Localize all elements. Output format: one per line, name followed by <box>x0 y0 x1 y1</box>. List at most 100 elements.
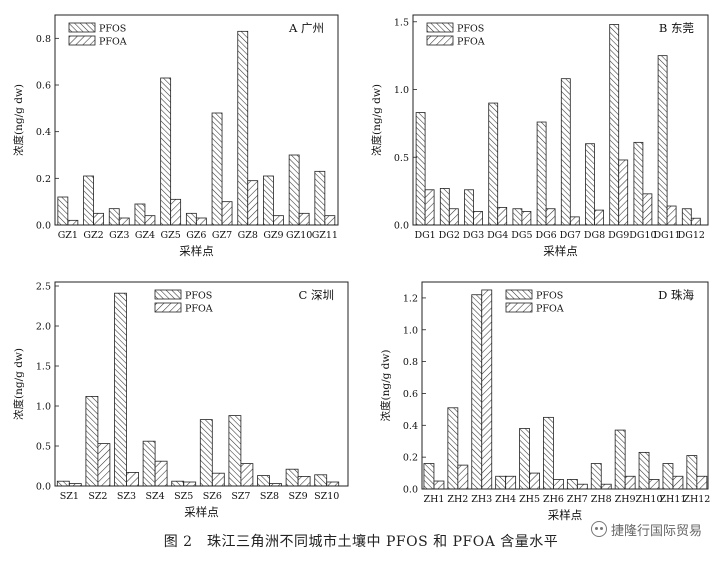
legend-label-b-pfoa: PFOA <box>457 37 485 48</box>
bar-a-pfoa-gz9 <box>273 215 284 226</box>
xtick-label-d-zh7: ZH7 <box>567 494 588 505</box>
bar-a-pfoa-gz1 <box>67 219 79 226</box>
ytick-label-c-3: 1.5 <box>36 362 51 373</box>
bar-d-pfoa-zh5 <box>529 472 540 490</box>
bar-c-pfoa-sz4 <box>154 460 168 487</box>
bar-a-pfoa-gz3 <box>118 217 130 226</box>
legend-label-d-pfos: PFOS <box>536 291 563 302</box>
ytick-label-a-2: 0.4 <box>36 127 51 138</box>
xtick-label-b-dg8: DG8 <box>584 230 605 241</box>
bar-b-pfos-dg2 <box>439 188 450 226</box>
xtick-label-c-sz10: SZ10 <box>314 491 339 502</box>
bar-c-pfos-sz2 <box>85 395 99 487</box>
xtick-label-a-gz6: GZ6 <box>186 230 206 241</box>
bar-c-pfos-sz10 <box>314 474 328 487</box>
bar-c-pfos-sz1 <box>56 480 70 487</box>
bar-a-pfoa-gz5 <box>170 198 182 226</box>
legend-swatch-a-pfoa <box>68 35 96 46</box>
bar-a-pfoa-gz4 <box>144 215 156 226</box>
legend-a: PFOS PFOA <box>68 22 127 48</box>
xtick-label-d-zh3: ZH3 <box>471 494 492 505</box>
xtick-label-b-dg10: DG10 <box>629 230 656 241</box>
bar-d-pfos-zh6 <box>543 416 554 490</box>
panel-title-d: D 珠海 <box>658 288 694 302</box>
legend-swatch-d-pfos <box>505 289 533 300</box>
xtick-label-b-dg2: DG2 <box>439 230 460 241</box>
bar-a-pfos-gz2 <box>83 175 94 226</box>
chart-panel-a: GZ1 GZ2 GZ3 GZ4 GZ5 GZ6 GZ7 GZ8 GZ9 GZ10 GZ11 0.0 0.… <box>12 14 339 258</box>
ytick-label-d-4: 0.8 <box>403 357 418 368</box>
bar-c-pfoa-sz5 <box>183 481 197 487</box>
ytick-label-d-5: 1.0 <box>403 325 418 336</box>
ytick-label-d-0: 0.0 <box>403 485 418 496</box>
bar-a-pfos-gz9 <box>263 175 274 226</box>
legend-label-d-pfoa: PFOA <box>536 304 564 315</box>
xtick-label-b-dg7: DG7 <box>560 230 581 241</box>
chart-panel-c: SZ1 SZ2 SZ3 SZ4 SZ5 SZ6 SZ7 SZ8 SZ9 SZ10 0.0 0.5 1.0… <box>12 281 349 519</box>
xtick-label-a-gz9: GZ9 <box>263 230 283 241</box>
bar-b-pfoa-dg10 <box>642 193 653 226</box>
xtick-label-a-gz5: GZ5 <box>161 230 181 241</box>
plot-frame-c <box>54 281 349 487</box>
ytick-label-d-6: 1.2 <box>403 293 418 304</box>
xtick-label-a-gz11: GZ11 <box>312 230 338 241</box>
xtick-label-d-zh2: ZH2 <box>447 494 468 505</box>
legend-label-b-pfos: PFOS <box>457 24 484 35</box>
bar-d-pfos-zh2 <box>447 407 459 490</box>
bar-d-pfoa-zh10 <box>648 479 660 490</box>
xtick-label-d-zh6: ZH6 <box>543 494 564 505</box>
legend-label-c-pfoa: PFOA <box>185 304 213 315</box>
bar-a-pfos-gz10 <box>288 154 300 226</box>
xtick-label-b-dg9: DG9 <box>608 230 629 241</box>
bar-d-pfoa-zh1 <box>433 480 445 490</box>
bar-d-pfoa-zh12 <box>696 475 708 490</box>
legend-b: PFOS PFOA <box>426 22 485 48</box>
xlabel-d: 采样点 <box>548 508 583 522</box>
bar-c-pfos-sz8 <box>257 475 270 487</box>
ytick-label-a-1: 0.2 <box>36 174 51 185</box>
bar-c-pfoa-sz6 <box>211 472 225 487</box>
plot-frame-b <box>412 14 709 226</box>
bar-a-pfos-gz11 <box>314 170 326 226</box>
xtick-label-d-zh1: ZH1 <box>423 494 444 505</box>
bar-d-pfos-zh5 <box>519 428 530 490</box>
bar-d-pfoa-zh8 <box>600 483 612 490</box>
bar-a-pfos-gz7 <box>211 112 223 226</box>
xtick-label-c-sz9: SZ9 <box>289 491 308 502</box>
bar-b-pfos-dg8 <box>585 143 595 226</box>
bar-c-pfos-sz6 <box>199 419 213 487</box>
bar-b-pfoa-dg5 <box>521 211 532 226</box>
legend-swatch-b-pfoa <box>426 35 454 46</box>
xtick-label-b-dg12: DG12 <box>678 230 705 241</box>
bar-b-pfos-dg3 <box>464 189 474 226</box>
bar-b-pfos-dg12 <box>681 208 692 226</box>
bar-c-pfoa-sz2 <box>97 443 111 487</box>
bar-c-pfoa-sz7 <box>240 463 254 487</box>
xtick-label-c-sz5: SZ5 <box>174 491 193 502</box>
bar-d-pfoa-zh6 <box>553 479 564 490</box>
xtick-label-b-dg6: DG6 <box>535 230 556 241</box>
ytick-label-b-0: 0.0 <box>394 221 409 232</box>
bar-c-pfos-sz3 <box>114 292 127 487</box>
xlabel-a: 采样点 <box>179 244 214 258</box>
xtick-label-a-gz2: GZ2 <box>83 230 103 241</box>
ytick-label-c-1: 0.5 <box>36 442 51 453</box>
bar-a-pfos-gz6 <box>185 212 197 226</box>
xlabel-b: 采样点 <box>543 244 578 258</box>
xtick-label-c-sz8: SZ8 <box>260 491 279 502</box>
bar-d-pfoa-zh2 <box>457 464 469 490</box>
panel-title-c: C 深圳 <box>299 288 334 302</box>
legend-label-c-pfos: PFOS <box>185 291 212 302</box>
watermark: 捷隆行国际贸易 <box>590 519 702 539</box>
figure-caption: 图 2 珠江三角洲不同城市土壤中 PFOS 和 PFOA 含量水平 <box>163 534 559 550</box>
bar-c-pfos-sz7 <box>228 415 242 487</box>
bar-d-pfos-zh9 <box>614 429 626 490</box>
bar-c-pfoa-sz3 <box>126 471 139 487</box>
bar-d-pfos-zh1 <box>423 463 435 490</box>
bar-c-pfoa-sz9 <box>297 475 311 487</box>
xtick-label-b-dg1: DG1 <box>414 230 435 241</box>
legend-swatch-b-pfos <box>426 22 454 33</box>
ytick-label-d-2: 0.4 <box>403 421 418 432</box>
xtick-label-d-zh9: ZH9 <box>615 494 636 505</box>
